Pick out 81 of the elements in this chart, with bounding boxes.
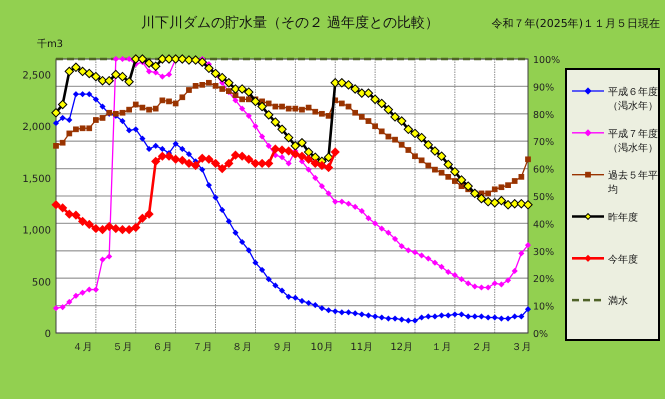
- point: [131, 223, 140, 232]
- point: [58, 203, 68, 212]
- point: [198, 154, 207, 163]
- point: [238, 152, 247, 161]
- point: [124, 225, 134, 234]
- x-tick-label: 11月: [350, 342, 374, 353]
- y-tick-label: 1,500: [22, 174, 51, 185]
- y2-tick-label: 80%: [533, 110, 554, 121]
- point: [171, 154, 180, 164]
- point: [91, 224, 100, 233]
- point: [52, 200, 60, 210]
- point: [184, 159, 194, 168]
- x-tick-label: ５月: [112, 342, 132, 353]
- x-tick-label: ２月: [471, 342, 492, 353]
- x-tick-label: ７月: [192, 342, 212, 353]
- point: [98, 225, 107, 234]
- y2-tick-label: 70%: [533, 137, 554, 148]
- y2-tick-label: 90%: [533, 82, 554, 94]
- y2-tick-label: 100%: [533, 55, 560, 66]
- point: [151, 156, 160, 166]
- legend-label: 平成６年度（渇水年）: [608, 86, 658, 112]
- point: [224, 159, 234, 168]
- point: [72, 210, 80, 220]
- y2-tick-label: 0%: [533, 329, 548, 340]
- y2-tick-label: 40%: [533, 219, 554, 230]
- x-tick-label: ８月: [232, 342, 252, 353]
- point: [324, 163, 333, 172]
- y2-tick-label: 20%: [533, 274, 554, 286]
- point: [158, 152, 167, 161]
- point: [284, 146, 294, 156]
- y2-tick-label: 10%: [533, 302, 554, 313]
- point: [258, 159, 266, 168]
- legend-label: 今年度: [608, 253, 638, 266]
- point: [278, 146, 286, 154]
- point: [304, 154, 314, 164]
- point: [330, 148, 340, 156]
- x-tick-label: 12月: [390, 342, 414, 353]
- y-tick-label: 0: [44, 329, 51, 340]
- point: [138, 214, 147, 223]
- x-tick-label: ６月: [152, 342, 172, 353]
- point: [104, 222, 114, 231]
- legend-label: 平成７年度（渇水年）: [608, 128, 658, 154]
- point: [298, 152, 306, 161]
- point: [270, 144, 280, 154]
- point: [244, 154, 254, 164]
- point: [218, 164, 227, 173]
- point: [204, 154, 214, 164]
- legend-label: 昨年度: [608, 212, 638, 224]
- point: [64, 210, 74, 218]
- y-tick-label: 1,000: [22, 226, 51, 237]
- point: [251, 159, 260, 168]
- y-tick-label: 2,000: [22, 122, 51, 134]
- point: [290, 150, 300, 159]
- point: [78, 216, 87, 226]
- point: [191, 161, 200, 170]
- y2-tick-label: 30%: [533, 246, 554, 258]
- point: [164, 152, 174, 161]
- y-axis-title: 千m3: [36, 38, 64, 50]
- y-tick-label: 500: [32, 277, 51, 288]
- legend-label: 過去５年平均: [607, 170, 658, 196]
- point: [318, 161, 326, 170]
- chart-title: 川下川ダムの貯水量（その２ 過年度との比較）: [140, 15, 440, 31]
- x-tick-label: ３月: [511, 342, 532, 353]
- legend-label: 満水: [608, 295, 628, 308]
- point: [144, 210, 154, 218]
- point: [84, 220, 94, 229]
- y2-tick-label: 50%: [533, 192, 554, 203]
- point: [118, 225, 127, 234]
- y2-tick-label: 60%: [533, 164, 554, 176]
- point: [310, 159, 320, 168]
- text: 令和７年(2025年)１１月５日現在: [491, 17, 660, 30]
- x-tick-label: ９月: [272, 342, 292, 353]
- point: [211, 159, 220, 168]
- point: [264, 159, 274, 168]
- x-tick-label: 10月: [310, 342, 334, 353]
- point: [178, 156, 187, 165]
- y-tick-label: 2,500: [22, 70, 51, 82]
- point: [111, 224, 120, 233]
- x-tick-label: ４月: [72, 342, 93, 353]
- point: [231, 150, 240, 160]
- x-tick-label: １月: [432, 342, 452, 353]
